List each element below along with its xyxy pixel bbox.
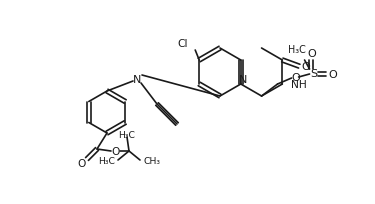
Text: S: S [310, 69, 317, 79]
Text: O: O [301, 62, 310, 72]
Text: H₃C: H₃C [118, 130, 135, 139]
Text: Cl: Cl [178, 39, 188, 49]
Text: H₃C: H₃C [288, 45, 306, 55]
Text: O: O [112, 146, 120, 156]
Text: N: N [133, 75, 141, 85]
Text: O: O [328, 70, 337, 80]
Text: N: N [238, 75, 247, 85]
Text: CH₃: CH₃ [143, 157, 160, 166]
Text: O: O [291, 73, 300, 83]
Text: O: O [78, 158, 86, 168]
Text: H₃C: H₃C [98, 157, 115, 166]
Text: O: O [307, 49, 316, 59]
Text: NH: NH [291, 80, 307, 90]
